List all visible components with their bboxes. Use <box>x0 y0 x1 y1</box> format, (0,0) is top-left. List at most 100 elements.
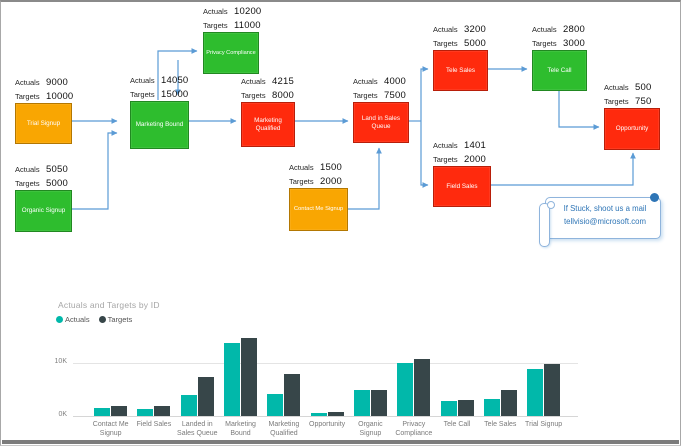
flow-node-marketing-qualified: Actuals 4215 Targets 8000 Marketing Qualif… <box>241 73 295 147</box>
node-metrics: Actuals 14050 Targets 15000 <box>130 72 189 100</box>
bar-targets-7[interactable] <box>414 358 431 416</box>
bar-actuals-8[interactable] <box>440 401 457 416</box>
metric-key: Targets <box>353 91 378 100</box>
callout-corner-dot-icon <box>650 193 659 202</box>
flow-shape-contact-me-signup[interactable]: Contact Me Signup <box>289 188 348 231</box>
metric-value: 3000 <box>563 38 585 49</box>
metric-value: 2000 <box>320 176 342 187</box>
flow-node-contact-me-signup: Actuals 1500 Targets 2000 Contact Me Signu… <box>289 159 348 231</box>
metric-value: 10000 <box>46 91 74 102</box>
bar-targets-0[interactable] <box>111 405 128 416</box>
node-metrics: Actuals 1401 Targets 2000 <box>433 137 491 165</box>
node-metrics: Actuals 9000 Targets 10000 <box>15 74 74 102</box>
bar-targets-5[interactable] <box>327 412 344 416</box>
metric-value: 15000 <box>161 89 189 100</box>
flow-shape-organic-signup[interactable]: Organic Signup <box>15 190 72 232</box>
bar-actuals-2[interactable] <box>180 395 197 416</box>
metric-value: 5000 <box>464 38 486 49</box>
chart-legend: Actuals Targets <box>56 315 132 324</box>
metric-key: Actuals <box>203 7 228 16</box>
metric-key: Actuals <box>15 78 40 87</box>
metric-key: Targets <box>15 92 40 101</box>
bar-actuals-1[interactable] <box>137 408 154 416</box>
bar-actuals-10[interactable] <box>527 369 544 416</box>
node-metrics: Actuals 10200 Targets 11000 <box>203 3 262 31</box>
metric-key: Targets <box>532 39 557 48</box>
bar-actuals-4[interactable] <box>267 394 284 416</box>
gridline-10k <box>73 363 578 364</box>
metric-key: Actuals <box>532 25 557 34</box>
bar-targets-6[interactable] <box>370 390 387 416</box>
node-metrics: Actuals 500 Targets 750 <box>604 79 660 107</box>
flow-shape-land-in-sales-queue[interactable]: Land in Sales Queue <box>353 102 409 143</box>
bar-actuals-9[interactable] <box>483 399 500 416</box>
bar-targets-8[interactable] <box>457 400 474 416</box>
bar-targets-9[interactable] <box>500 390 517 416</box>
metric-key: Actuals <box>353 77 378 86</box>
metric-value: 500 <box>635 82 652 93</box>
bar-actuals-3[interactable] <box>224 342 240 416</box>
flow-node-trial-signup: Actuals 9000 Targets 10000 Trial Signup <box>15 74 74 144</box>
metric-value: 5000 <box>46 178 68 189</box>
flow-shape-marketing-qualified[interactable]: Marketing Qualified <box>241 102 295 147</box>
callout-scroll[interactable]: If Stuck, shoot us a mail tellvisio@micr… <box>539 193 661 247</box>
metric-key: Actuals <box>289 163 314 172</box>
metric-value: 9000 <box>46 77 68 88</box>
flow-diagram-canvas: Actuals 9000 Targets 10000 Trial Signup Ac… <box>1 2 680 292</box>
metric-value: 4215 <box>272 76 294 87</box>
scroll-body <box>545 197 661 239</box>
flow-shape-field-sales[interactable]: Field Sales <box>433 166 491 207</box>
flow-shape-trial-signup[interactable]: Trial Signup <box>15 103 72 144</box>
bar-targets-3[interactable] <box>241 338 257 416</box>
y-axis-tick-10k: 10K <box>54 358 67 365</box>
y-axis-tick-0k: 0K <box>58 411 67 418</box>
metric-key: Actuals <box>604 83 629 92</box>
flow-shape-opportunity[interactable]: Opportunity <box>604 108 660 150</box>
flow-node-marketing-bound: Actuals 14050 Targets 15000 Marketing Boun… <box>130 72 189 149</box>
x-axis-label-0: Contact Me Signup <box>92 421 129 437</box>
metric-key: Actuals <box>15 165 40 174</box>
legend-item-actuals[interactable]: Actuals <box>56 315 90 324</box>
metric-key: Actuals <box>433 141 458 150</box>
bar-actuals-7[interactable] <box>397 363 414 416</box>
bar-targets-4[interactable] <box>284 374 301 416</box>
flow-node-tele-call: Actuals 2800 Targets 3000 Tele Call <box>532 21 587 91</box>
bar-actuals-6[interactable] <box>353 389 370 416</box>
flow-node-tele-sales: Actuals 3200 Targets 5000 Tele Sales <box>433 21 488 91</box>
flow-shape-tele-sales[interactable]: Tele Sales <box>433 50 488 91</box>
metric-key: Actuals <box>130 76 155 85</box>
node-metrics: Actuals 2800 Targets 3000 <box>532 21 587 49</box>
node-metrics: Actuals 3200 Targets 5000 <box>433 21 488 49</box>
bar-targets-1[interactable] <box>154 405 171 416</box>
flow-shape-privacy-compliance[interactable]: Privacy Compliance <box>203 32 259 74</box>
callout-line1: If Stuck, shoot us a mail <box>563 204 647 213</box>
bar-actuals-5[interactable] <box>310 413 327 416</box>
legend-item-targets[interactable]: Targets <box>98 315 133 324</box>
flow-shape-marketing-bound[interactable]: Marketing Bound <box>130 101 189 149</box>
bar-targets-10[interactable] <box>544 364 561 416</box>
metric-value: 11000 <box>234 20 261 31</box>
metric-value: 7500 <box>384 90 406 101</box>
flow-connectors-layer <box>72 48 636 210</box>
bar-chart: Actuals and Targets by ID Actuals Target… <box>1 292 680 444</box>
metric-key: Targets <box>203 21 228 30</box>
metric-key: Targets <box>433 39 458 48</box>
x-axis-label-4: Marketing Qualified <box>268 421 300 437</box>
bar-actuals-0[interactable] <box>94 408 111 416</box>
flow-node-land-in-sales-queue: Actuals 4000 Targets 7500 Land in Sales Qu… <box>353 73 409 143</box>
metric-value: 14050 <box>161 75 189 86</box>
flow-shape-tele-call[interactable]: Tele Call <box>532 50 587 91</box>
flow-node-field-sales: Actuals 1401 Targets 2000 Field Sales <box>433 137 491 207</box>
callout-text: If Stuck, shoot us a mail tellvisio@micr… <box>551 202 659 228</box>
x-axis-label-8: Tele Call <box>443 421 471 428</box>
flow-node-privacy-compliance: Actuals 10200 Targets 11000 Privacy Compli… <box>203 3 262 74</box>
legend-label-targets: Targets <box>107 315 133 324</box>
metric-value: 2800 <box>563 24 585 35</box>
bar-targets-2[interactable] <box>197 377 214 416</box>
metric-value: 4000 <box>384 76 406 87</box>
metric-value: 10200 <box>234 6 262 17</box>
scroll-curl-icon <box>547 201 555 209</box>
metric-value: 3200 <box>464 24 486 35</box>
x-axis-label-6: Organic Signup <box>358 421 383 437</box>
